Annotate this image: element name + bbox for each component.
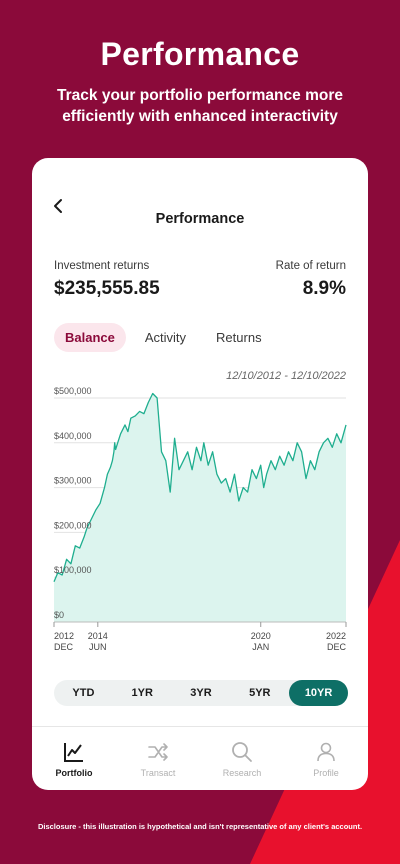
x-tick-year: 2012: [54, 631, 74, 641]
screen-title: Performance: [155, 211, 245, 227]
hero-title: Performance: [100, 36, 300, 72]
back-button[interactable]: [46, 194, 70, 218]
phone-screen: Performance Investment returns $235,555.…: [32, 158, 368, 790]
period-3yr[interactable]: 3YR: [190, 687, 212, 699]
period-1yr[interactable]: 1YR: [131, 687, 153, 699]
y-tick-label: $400,000: [54, 431, 92, 441]
investment-returns: Investment returns $235,555.85: [54, 260, 160, 300]
rate-of-return-value: 8.9%: [302, 278, 346, 299]
balance-chart-svg: $500,000 $400,000 $300,000 $200,000 $100,000…: [53, 386, 347, 652]
nav-portfolio[interactable]: Portfolio: [32, 727, 116, 790]
nav-research[interactable]: Research: [200, 727, 284, 790]
x-tick-month: JAN: [252, 642, 269, 652]
tab-activity[interactable]: Activity: [144, 330, 187, 345]
x-tick-year: 2022: [326, 631, 346, 641]
x-tick-month: JUN: [89, 642, 107, 652]
person-icon: [317, 742, 335, 762]
tab-balance[interactable]: Balance: [54, 323, 126, 352]
x-tick-month: DEC: [327, 642, 347, 652]
period-selector: YTD 1YR 3YR 5YR 10YR: [54, 680, 348, 706]
search-icon: [232, 742, 252, 762]
hero-subtitle: Track your portfolio performance more ef…: [57, 87, 343, 125]
y-tick-label: $300,000: [54, 476, 92, 486]
x-tick-month: DEC: [54, 642, 74, 652]
y-tick-label: $500,000: [54, 386, 92, 396]
balance-area: [54, 393, 346, 622]
nav-bar: Performance: [32, 158, 368, 227]
balance-chart: $500,000 $400,000 $300,000 $200,000 $100,000…: [32, 386, 368, 666]
y-tick-label: $100,000: [54, 565, 92, 575]
nav-transact[interactable]: Transact: [116, 727, 200, 790]
bottom-nav: Portfolio Transact Research: [32, 726, 368, 790]
y-tick-label: $0: [54, 610, 64, 620]
nav-profile[interactable]: Profile: [284, 727, 368, 790]
rate-of-return-label: Rate of return: [275, 260, 346, 272]
period-10yr[interactable]: 10YR: [289, 680, 348, 706]
portfolio-chart-icon: [64, 743, 83, 762]
nav-profile-label: Profile: [313, 768, 339, 778]
chevron-left-icon: [54, 199, 62, 213]
nav-transact-label: Transact: [140, 768, 176, 778]
transfer-arrows-icon: [148, 743, 168, 761]
x-tick-year: 2014: [88, 631, 108, 641]
nav-portfolio-label: Portfolio: [55, 768, 93, 778]
tab-returns[interactable]: Returns: [216, 330, 262, 345]
date-range: 12/10/2012 - 12/10/2022: [226, 370, 346, 382]
view-tabs: Balance Activity Returns: [54, 323, 273, 352]
investment-returns-value: $235,555.85: [54, 278, 160, 299]
period-ytd[interactable]: YTD: [72, 687, 95, 699]
x-tick-year: 2020: [251, 631, 271, 641]
y-tick-label: $200,000: [54, 520, 92, 530]
hero-section: Performance Track your portfolio perform…: [0, 0, 400, 127]
disclosure-text: Disclosure - this illustration is hypoth…: [37, 822, 363, 831]
balance-line: [53, 392, 347, 582]
investment-returns-label: Investment returns: [54, 260, 150, 272]
nav-research-label: Research: [222, 768, 262, 778]
rate-of-return: Rate of return 8.9%: [276, 260, 346, 300]
period-5yr[interactable]: 5YR: [249, 687, 271, 699]
